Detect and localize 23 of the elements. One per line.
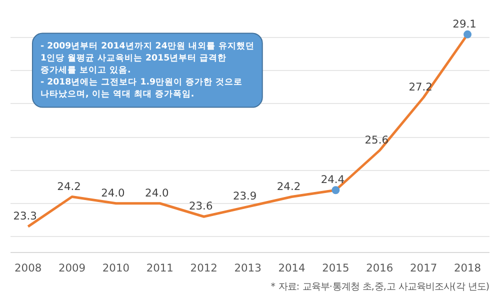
data-label: 24.2 [57, 180, 81, 193]
data-label: 24.2 [276, 180, 301, 193]
x-tick-label: 2017 [410, 262, 438, 274]
x-tick-label: 2013 [234, 262, 262, 274]
x-tick-label: 2015 [322, 262, 350, 274]
data-label: 24.4 [320, 173, 345, 186]
data-label: 23.9 [232, 190, 257, 203]
data-label: 23.6 [188, 200, 213, 213]
x-tick-label: 2010 [102, 262, 130, 274]
data-label: 24.0 [145, 186, 169, 200]
x-tick-label: 2016 [366, 262, 394, 274]
x-tick-label: 2012 [190, 262, 218, 274]
annotation: - 2009년부터 2014년까지 24만원 내외를 유지했던 1인당 월평균 사교육비는 2015년부터 급격한 증가세를 보이고 있음. - 2018년에는 그전보다 1.9만원이 증가한 것으로 나타났으며, 이는 역대 최대 증가폭임. [40, 41, 254, 100]
data-label: 25.6 [364, 133, 389, 146]
x-tick-label: 2018 [454, 262, 482, 274]
x-tick-label: 2008 [14, 262, 42, 274]
text: * 자료: 교육부·통계청 초,중,고 사교육비조사(각 년도) [270, 282, 490, 292]
x-tick-label: 2014 [278, 262, 306, 274]
x-tick-label: 2011 [146, 262, 174, 274]
x-tick-label: 2009 [58, 262, 86, 274]
data-label: 24.0 [101, 186, 126, 200]
data-label: 23.3 [13, 210, 37, 223]
data-label: 29.1 [452, 17, 476, 30]
